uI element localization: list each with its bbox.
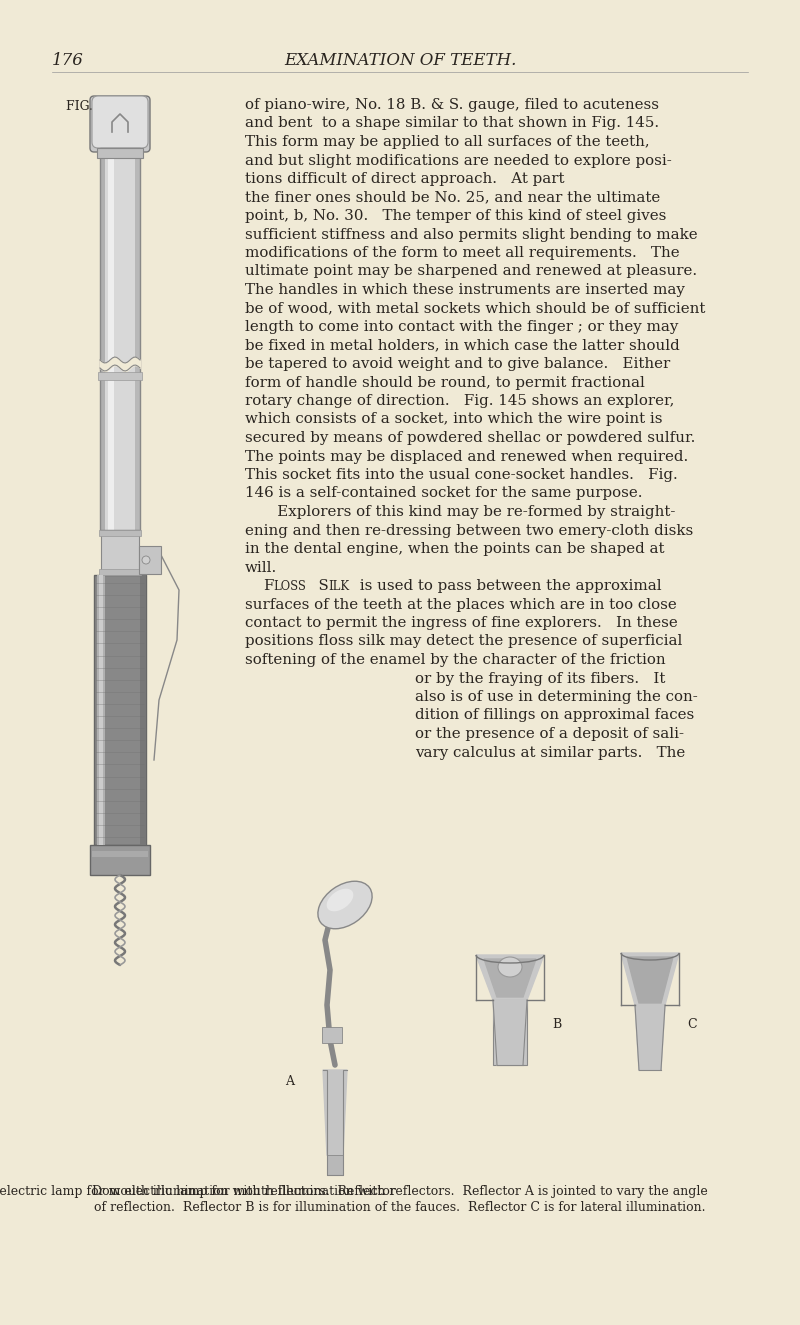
Text: The handles in which these instruments are inserted may: The handles in which these instruments a… bbox=[245, 284, 685, 297]
Text: 146 is a self-contained socket for the same purpose.: 146 is a self-contained socket for the s… bbox=[245, 486, 642, 501]
Bar bbox=[92, 851, 148, 857]
Bar bbox=[135, 148, 140, 530]
Text: is used to pass between the approximal: is used to pass between the approximal bbox=[355, 579, 662, 594]
Bar bbox=[101, 530, 139, 575]
Text: be tapered to avoid weight and to give balance.   Either: be tapered to avoid weight and to give b… bbox=[245, 356, 670, 371]
Text: A: A bbox=[285, 1075, 294, 1088]
Bar bbox=[139, 546, 161, 574]
Text: surfaces of the teeth at the places which are in too close: surfaces of the teeth at the places whic… bbox=[245, 598, 677, 612]
Bar bbox=[322, 1027, 342, 1043]
Text: 176: 176 bbox=[52, 52, 84, 69]
Polygon shape bbox=[635, 1004, 665, 1071]
Ellipse shape bbox=[326, 889, 354, 912]
Bar bbox=[327, 1155, 343, 1175]
Bar bbox=[99, 530, 141, 537]
Text: FIG. 147.: FIG. 147. bbox=[66, 99, 124, 113]
Text: F: F bbox=[263, 579, 274, 594]
Text: in the dental engine, when the points can be shaped at: in the dental engine, when the points ca… bbox=[245, 542, 665, 556]
Text: sufficient stiffness and also permits slight bending to make: sufficient stiffness and also permits sl… bbox=[245, 228, 698, 241]
Text: ening and then re-dressing between two emery-cloth disks: ening and then re-dressing between two e… bbox=[245, 523, 694, 538]
Text: also is of use in determining the con-: also is of use in determining the con- bbox=[415, 690, 698, 704]
Text: or by the fraying of its fibers.   It: or by the fraying of its fibers. It bbox=[415, 672, 666, 685]
Text: positions floss silk may detect the presence of superficial: positions floss silk may detect the pres… bbox=[245, 635, 682, 648]
Bar bbox=[100, 148, 105, 530]
Bar bbox=[97, 148, 143, 158]
Bar bbox=[99, 575, 103, 845]
Text: point, b, No. 30.   The temper of this kind of steel gives: point, b, No. 30. The temper of this kin… bbox=[245, 209, 666, 223]
Text: form of handle should be round, to permit fractional: form of handle should be round, to permi… bbox=[245, 375, 645, 390]
Text: C: C bbox=[687, 1019, 697, 1031]
Bar bbox=[97, 575, 105, 845]
FancyBboxPatch shape bbox=[92, 95, 148, 148]
Text: of piano-wire, No. 18 B. & S. gauge, filed to acuteness: of piano-wire, No. 18 B. & S. gauge, fil… bbox=[245, 98, 659, 113]
Text: Dow electric lamp for mouth illumination with reflectors.  Reflector A is jointe: Dow electric lamp for mouth illumination… bbox=[92, 1185, 708, 1198]
Bar bbox=[94, 575, 146, 845]
Text: Explorers of this kind may be re-formed by straight-: Explorers of this kind may be re-formed … bbox=[263, 505, 675, 519]
Text: of reflection.  Reflector B is for illumination of the fauces.  Reflector C is f: of reflection. Reflector B is for illumi… bbox=[94, 1200, 706, 1214]
Ellipse shape bbox=[318, 881, 372, 929]
Bar bbox=[108, 148, 114, 530]
Text: ultimate point may be sharpened and renewed at pleasure.: ultimate point may be sharpened and rene… bbox=[245, 265, 697, 278]
Text: tions difficult of direct approach.   At part: tions difficult of direct approach. At p… bbox=[245, 172, 570, 186]
Text: EXAMINATION OF TEETH.: EXAMINATION OF TEETH. bbox=[284, 52, 516, 69]
Text: length to come into contact with the finger ; or they may: length to come into contact with the fin… bbox=[245, 321, 678, 334]
Polygon shape bbox=[476, 955, 544, 1000]
FancyBboxPatch shape bbox=[90, 95, 150, 152]
Bar bbox=[493, 1000, 527, 1065]
Text: softening of the enamel by the character of the friction: softening of the enamel by the character… bbox=[245, 653, 666, 666]
Text: This form may be applied to all surfaces of the teeth,: This form may be applied to all surfaces… bbox=[245, 135, 650, 148]
Text: modifications of the form to meet all requirements.   The: modifications of the form to meet all re… bbox=[245, 246, 680, 260]
Text: contact to permit the ingress of fine explorers.   In these: contact to permit the ingress of fine ex… bbox=[245, 616, 678, 629]
Polygon shape bbox=[621, 953, 679, 1004]
Polygon shape bbox=[493, 1000, 527, 1065]
Bar bbox=[105, 148, 135, 530]
Text: dition of fillings on approximal faces: dition of fillings on approximal faces bbox=[415, 709, 694, 722]
Text: and bent  to a shape similar to that shown in Fig. 145.: and bent to a shape similar to that show… bbox=[245, 117, 659, 130]
Bar bbox=[98, 372, 142, 380]
Bar bbox=[140, 575, 146, 845]
Text: which consists of a socket, into which the wire point is: which consists of a socket, into which t… bbox=[245, 412, 662, 427]
Text: rotary change of direction.   Fig. 145 shows an explorer,: rotary change of direction. Fig. 145 sho… bbox=[245, 394, 674, 408]
Polygon shape bbox=[627, 957, 673, 1003]
Text: or the presence of a deposit of sali-: or the presence of a deposit of sali- bbox=[415, 727, 684, 741]
Text: the finer ones should be No. 25, and near the ultimate: the finer ones should be No. 25, and nea… bbox=[245, 191, 660, 204]
Ellipse shape bbox=[142, 556, 150, 564]
Text: be fixed in metal holders, in which case the latter should: be fixed in metal holders, in which case… bbox=[245, 338, 680, 352]
Text: and but slight modifications are needed to explore posi-: and but slight modifications are needed … bbox=[245, 154, 672, 167]
Bar bbox=[99, 568, 141, 575]
Ellipse shape bbox=[498, 957, 522, 977]
Text: Dow electric lamp for mouth illumination with reflectors.  Reflector: Dow electric lamp for mouth illumination… bbox=[0, 1185, 400, 1198]
Text: The points may be displaced and renewed when required.: The points may be displaced and renewed … bbox=[245, 449, 688, 464]
Bar bbox=[90, 845, 150, 874]
Text: will.: will. bbox=[245, 560, 278, 575]
Polygon shape bbox=[484, 959, 536, 996]
Polygon shape bbox=[323, 1071, 347, 1155]
Text: LOSS: LOSS bbox=[273, 580, 306, 594]
Text: This socket fits into the usual cone-socket handles.   Fig.: This socket fits into the usual cone-soc… bbox=[245, 468, 678, 482]
Text: S: S bbox=[309, 579, 329, 594]
Bar bbox=[100, 148, 140, 530]
Text: secured by means of powdered shellac or powdered sulfur.: secured by means of powdered shellac or … bbox=[245, 431, 695, 445]
Text: B: B bbox=[552, 1019, 562, 1031]
Text: be of wood, with metal sockets which should be of sufficient: be of wood, with metal sockets which sho… bbox=[245, 302, 706, 315]
Text: vary calculus at similar parts.   The: vary calculus at similar parts. The bbox=[415, 746, 686, 759]
Text: ILK: ILK bbox=[328, 580, 349, 594]
